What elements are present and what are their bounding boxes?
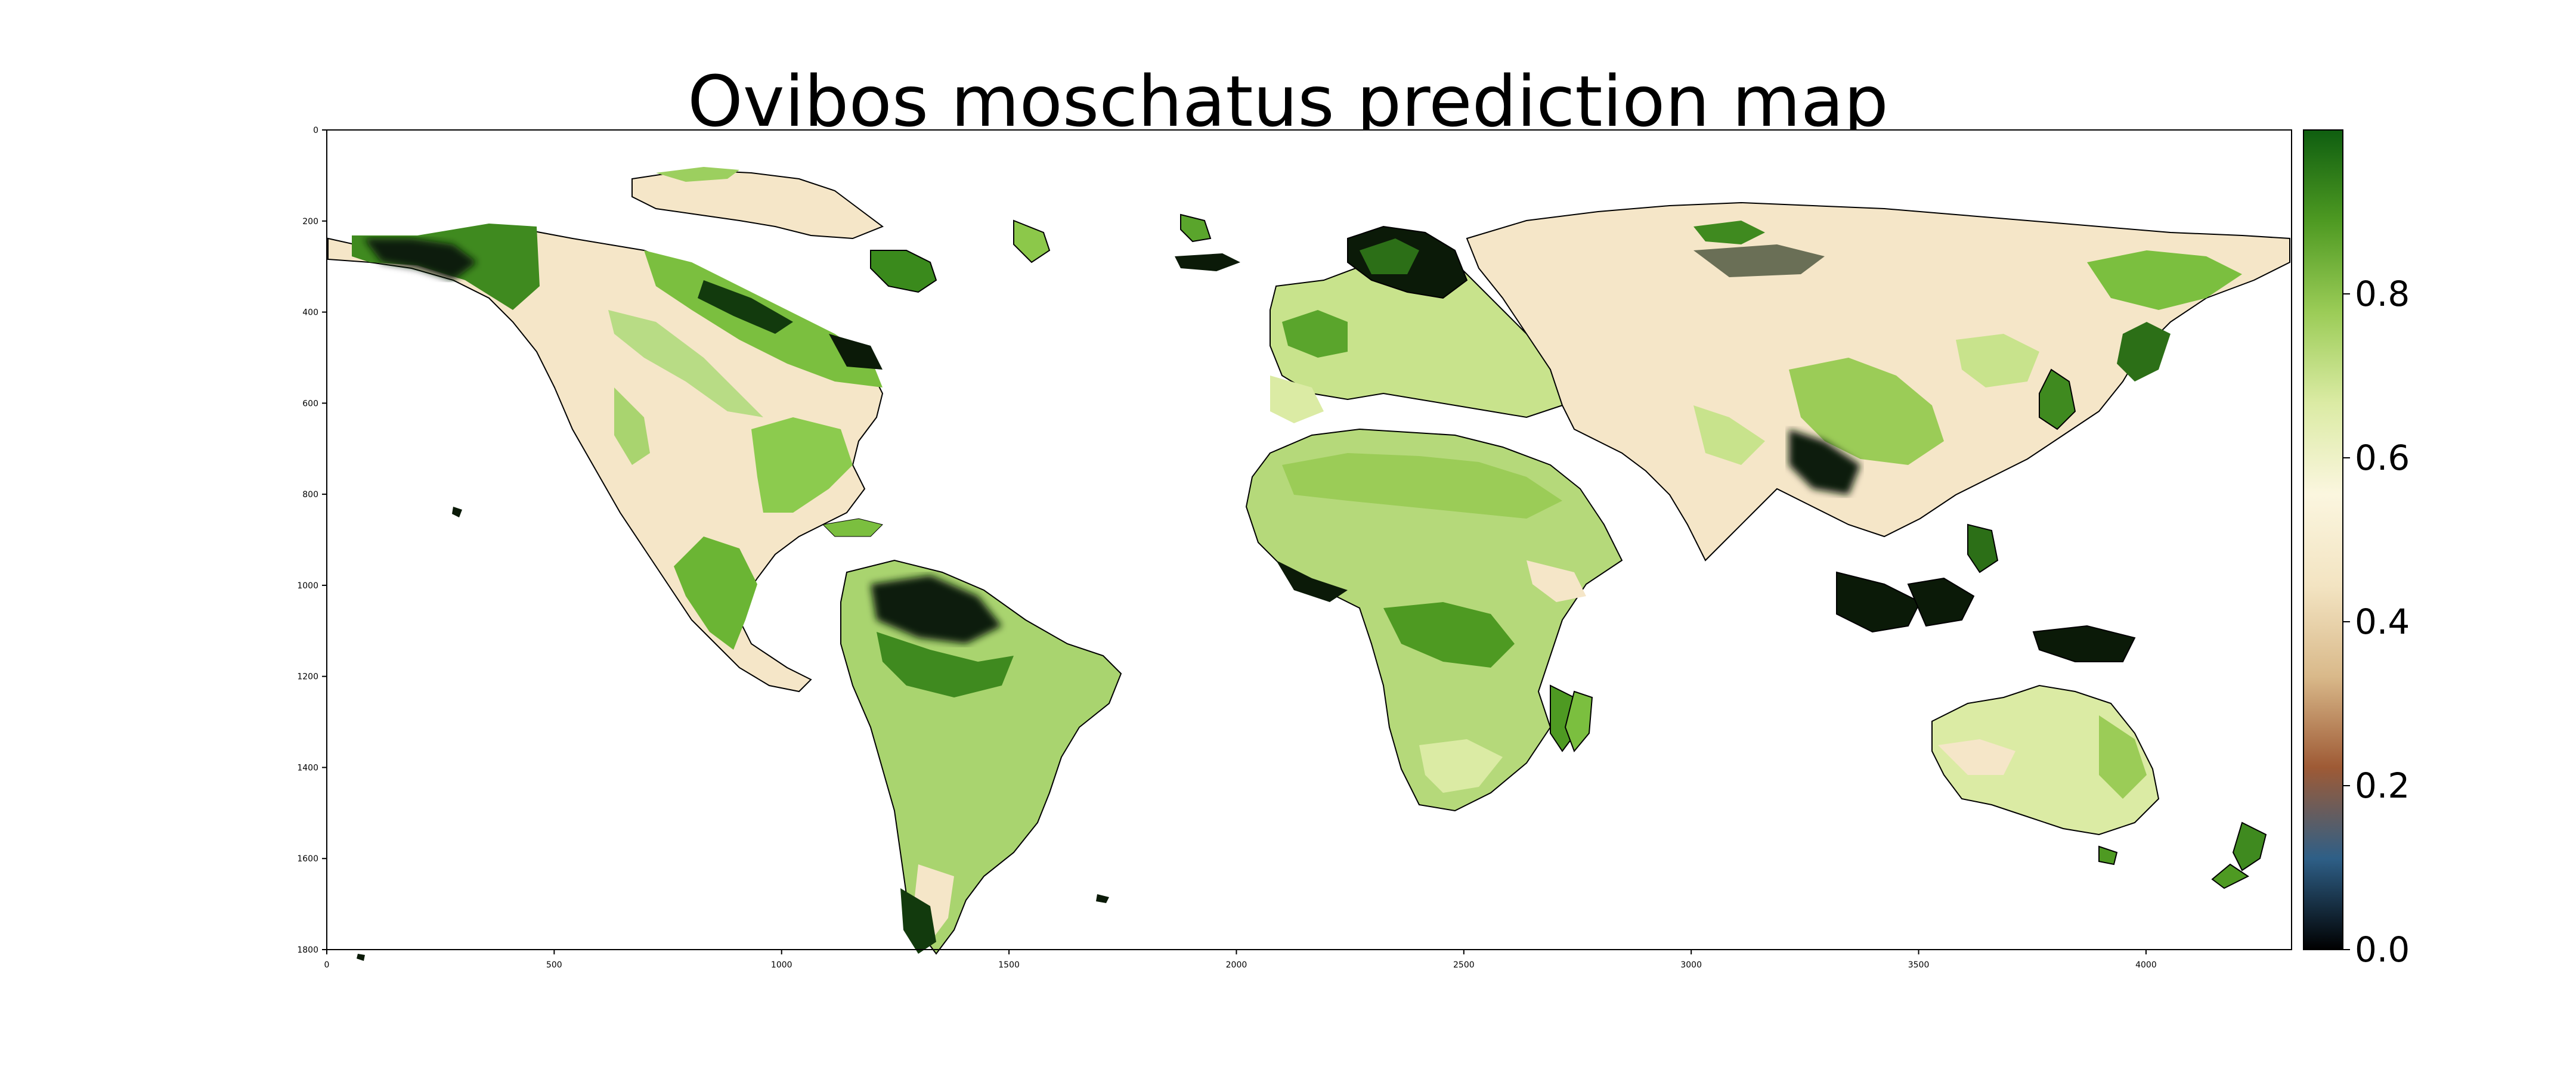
asia — [1466, 201, 2290, 562]
southeast-asia — [1836, 523, 2136, 662]
south-america — [840, 559, 1122, 955]
australia — [1931, 684, 2160, 866]
y-tick-label: 1000 — [297, 581, 318, 591]
new-zealand — [2211, 821, 2267, 889]
colorbar-tick-label: 0.6 — [2355, 438, 2410, 478]
x-tick-label: 1500 — [998, 960, 1020, 970]
y-tick-label: 800 — [302, 490, 318, 500]
x-tick-label: 3500 — [1908, 960, 1930, 970]
map-area — [326, 129, 2292, 961]
x-tick-label: 2000 — [1226, 960, 1247, 970]
europe — [1270, 225, 1575, 423]
africa — [1245, 428, 1623, 812]
x-tick-label: 3000 — [1680, 960, 1702, 970]
y-tick-label: 600 — [302, 399, 318, 408]
colorbar-tick-label: 0.2 — [2355, 765, 2410, 806]
colorbar-tick-label: 0.4 — [2355, 601, 2410, 642]
x-tick-label: 4000 — [2135, 960, 2157, 970]
x-tick-label: 500 — [546, 960, 562, 970]
map-frame — [326, 129, 2292, 950]
small-islands — [357, 507, 1109, 961]
arctic-islands — [631, 167, 1240, 293]
y-tick-label: 1200 — [297, 672, 318, 682]
colorbar-tick-label: 0.8 — [2355, 274, 2410, 314]
y-tick-label: 400 — [302, 308, 318, 318]
x-tick-label: 1000 — [771, 960, 792, 970]
x-tick-label: 0 — [324, 960, 330, 970]
y-tick-label: 1800 — [297, 945, 318, 955]
x-axis: 0 500 1000 1500 2000 2500 3000 3500 4000 — [324, 950, 2157, 970]
y-tick-label: 0 — [313, 126, 318, 135]
colorbar-scale — [2303, 129, 2343, 950]
colorbar-ticks: 0.0 0.2 0.4 0.6 0.8 — [2343, 274, 2410, 970]
madagascar — [1564, 690, 1593, 752]
y-tick-label: 200 — [302, 217, 318, 227]
north-america — [327, 224, 884, 693]
colorbar: 0.0 0.2 0.4 0.6 0.8 — [2303, 129, 2410, 970]
x-tick-label: 2500 — [1453, 960, 1475, 970]
y-tick-label: 1400 — [297, 763, 318, 773]
map-title: Ovibos moschatus prediction map — [688, 60, 1888, 142]
y-axis: 0 200 400 600 800 1000 1200 1400 1600 1800 — [297, 126, 327, 955]
colorbar-tick-label: 0.0 — [2355, 929, 2410, 970]
y-tick-label: 1600 — [297, 854, 318, 864]
japan — [2039, 368, 2076, 430]
